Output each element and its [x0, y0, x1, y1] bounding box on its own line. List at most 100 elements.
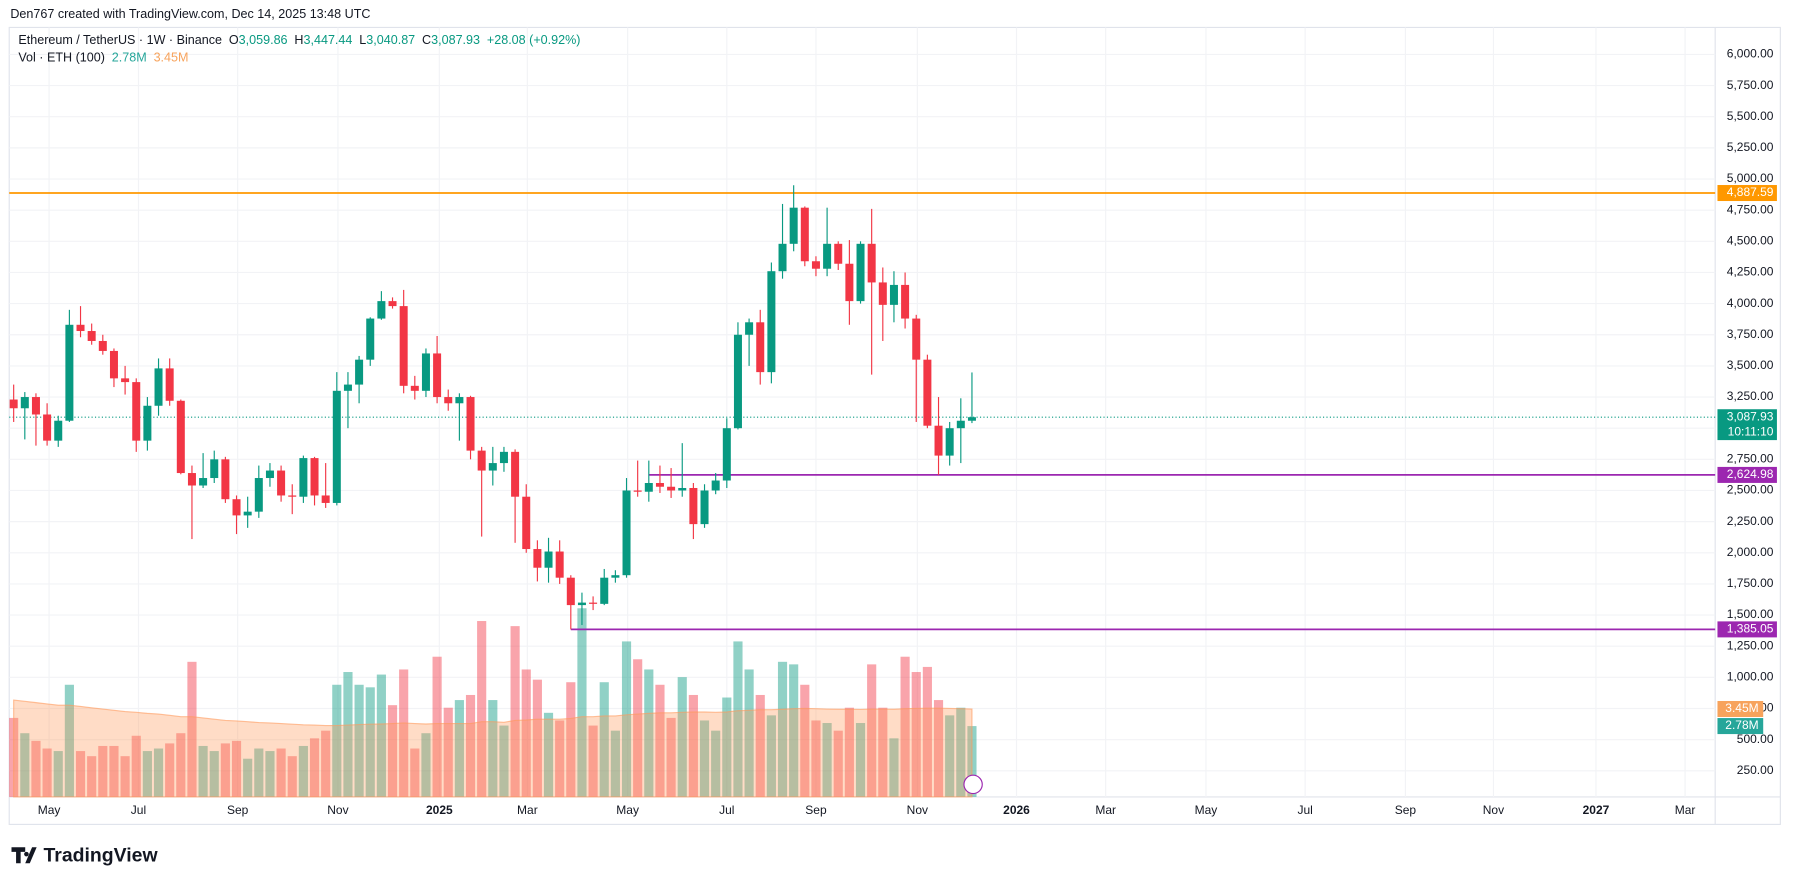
- logo-icon: [11, 847, 37, 864]
- volume-bar: [555, 720, 565, 797]
- candle-body: [901, 284, 910, 319]
- candle-body: [577, 602, 586, 606]
- y-tick-label: 1,250.00: [1727, 638, 1774, 652]
- volume-bar: [109, 745, 119, 797]
- volume-bar: [766, 715, 776, 797]
- volume-bar: [844, 707, 854, 797]
- y-tick-label: 2,500.00: [1727, 483, 1774, 497]
- candle-body: [845, 263, 854, 302]
- logo-text: TradingView: [44, 845, 159, 867]
- o-key: O: [229, 33, 239, 47]
- volume-bar: [298, 745, 308, 797]
- volume-bar: [889, 738, 899, 797]
- volume-bar: [833, 730, 843, 797]
- y-tick-label: 500.00: [1737, 732, 1774, 746]
- candle-body: [889, 284, 898, 305]
- volume-tag-label: 3.45M: [1725, 701, 1758, 715]
- candle-body: [9, 399, 18, 409]
- volume-bar: [142, 751, 152, 797]
- candle-body: [611, 575, 620, 578]
- logo: TradingView: [11, 845, 159, 867]
- candle-body: [132, 382, 141, 441]
- candle-body: [466, 397, 475, 451]
- y-tick-label: 5,000.00: [1727, 171, 1774, 185]
- candle-body: [31, 397, 40, 415]
- y-tick-label: 3,250.00: [1727, 389, 1774, 403]
- y-tick-label: 1,000.00: [1727, 670, 1774, 684]
- volume-bar: [755, 694, 765, 797]
- x-tick-label: May: [1195, 803, 1218, 817]
- volume-bar: [198, 745, 208, 797]
- x-tick-label: 2026: [1003, 803, 1030, 817]
- candle-body: [288, 495, 297, 497]
- volume-bar: [454, 700, 464, 797]
- candle-body: [767, 271, 776, 373]
- level-tag: [1717, 185, 1777, 202]
- candle-body: [143, 405, 152, 441]
- c-key: C: [422, 33, 431, 47]
- volume-bar: [822, 723, 832, 797]
- volume-bar: [532, 679, 542, 797]
- c-value: 3,087.93: [431, 33, 480, 47]
- volume-legend: Vol · ETH (100) 2.78M 3.45M: [18, 51, 188, 65]
- candle-body: [689, 487, 698, 525]
- y-tick-label: 3,500.00: [1727, 358, 1774, 372]
- volume-bar: [878, 707, 888, 797]
- candle-body: [388, 301, 397, 307]
- candle-body: [444, 397, 453, 404]
- volume-bar: [287, 756, 297, 797]
- candle-body: [121, 378, 130, 383]
- candle-body: [923, 359, 932, 426]
- y-tick-label: 2,250.00: [1727, 514, 1774, 528]
- volume-bar: [655, 684, 665, 797]
- candle-body: [566, 577, 575, 606]
- candle-body: [800, 207, 809, 262]
- volume-bar: [933, 700, 944, 797]
- volume-bar: [855, 723, 866, 797]
- candle-body: [176, 400, 185, 474]
- candle-body: [265, 470, 274, 479]
- volume-bar: [120, 756, 130, 797]
- candle-body: [644, 483, 653, 492]
- candle-body: [811, 261, 820, 269]
- volume-bar: [176, 733, 186, 797]
- candle-body: [533, 549, 542, 568]
- volume-bar: [265, 751, 275, 797]
- volume-bar: [633, 659, 643, 797]
- volume-bar: [321, 730, 331, 797]
- x-tick-label: Nov: [1483, 803, 1504, 817]
- candle-body: [655, 483, 664, 487]
- volume-bar: [744, 669, 754, 797]
- vol-ma-value: 3.45M: [154, 51, 189, 65]
- candle-body: [76, 324, 85, 332]
- volume-bar: [209, 751, 219, 797]
- countdown-label: 10:11:10: [1728, 424, 1774, 438]
- candle-body: [956, 420, 965, 429]
- volume-bar: [399, 669, 409, 797]
- candle-body: [678, 487, 687, 491]
- volume-bar: [543, 712, 554, 797]
- candle-body: [433, 353, 442, 398]
- x-tick-label: Jul: [719, 803, 734, 817]
- candle-body: [756, 322, 765, 373]
- candle-body: [633, 490, 642, 492]
- x-tick-label: Mar: [1095, 803, 1116, 817]
- volume-bar: [644, 669, 654, 797]
- l-key: L: [359, 33, 366, 47]
- h-value: 3,447.44: [304, 33, 353, 47]
- change: +28.08 (+0.92%): [487, 33, 581, 47]
- volume-bar: [477, 621, 487, 797]
- volume-bar: [722, 697, 732, 797]
- alert-icon[interactable]: [963, 774, 983, 795]
- y-tick-label: 3,750.00: [1727, 327, 1774, 341]
- volume-bar: [510, 626, 520, 797]
- vol-value: 2.78M: [112, 51, 147, 65]
- x-tick-label: Sep: [805, 803, 827, 817]
- volume-tag-label: 2.78M: [1725, 718, 1758, 732]
- o-value: 3,059.86: [239, 33, 288, 47]
- volume-bar: [688, 694, 698, 797]
- volume-bar: [53, 751, 63, 797]
- candle-body: [622, 490, 631, 576]
- h-key: H: [294, 33, 303, 47]
